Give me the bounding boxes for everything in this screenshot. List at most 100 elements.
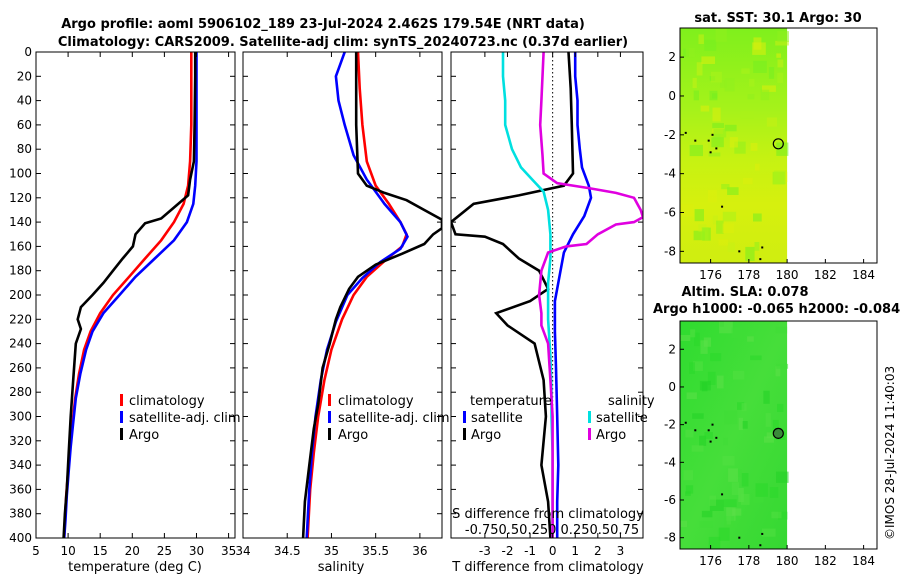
field-patch bbox=[737, 402, 745, 410]
field-patch bbox=[773, 170, 786, 185]
series-line-t-satellite bbox=[553, 52, 593, 538]
field-patch bbox=[717, 375, 724, 389]
field-patch bbox=[741, 473, 749, 487]
field-patch bbox=[696, 62, 703, 76]
field-patch bbox=[680, 204, 694, 217]
x-tick-label: 35.5 bbox=[362, 544, 389, 558]
legend-label-argo: Argo bbox=[338, 428, 368, 443]
y-tick-label: 100 bbox=[9, 167, 32, 181]
field-patch bbox=[769, 487, 779, 498]
island-dot bbox=[707, 139, 710, 142]
y-tick-label: 220 bbox=[9, 312, 32, 326]
field-patch bbox=[753, 60, 767, 73]
x-tick-label: 30 bbox=[189, 544, 204, 558]
legend-swatch-climatology bbox=[120, 394, 123, 406]
series-line-argo bbox=[301, 52, 442, 538]
y-tick-label: 360 bbox=[9, 482, 32, 496]
difference-legend-temperature: temperature satellite Argo bbox=[463, 394, 552, 443]
x-tick-label: 34.5 bbox=[274, 544, 301, 558]
field-patch bbox=[701, 510, 713, 518]
field-patch bbox=[693, 90, 699, 101]
y-tick-label: 180 bbox=[9, 264, 32, 278]
x-tick-label: 1 bbox=[571, 544, 579, 558]
field-patch bbox=[752, 42, 766, 55]
field-patch bbox=[777, 403, 784, 412]
x-tick-label: 176 bbox=[699, 268, 722, 282]
field-patch bbox=[729, 137, 738, 148]
x-tick-label: 36 bbox=[412, 544, 427, 558]
island-dot bbox=[711, 133, 714, 136]
legend-title-salinity: salinity bbox=[608, 394, 655, 409]
field-patch bbox=[718, 239, 729, 246]
field-patch bbox=[734, 141, 746, 154]
field-patch bbox=[689, 144, 703, 157]
series-line-s-satellite bbox=[501, 52, 554, 538]
x-tick-label: 0 bbox=[549, 544, 557, 558]
field-patch bbox=[723, 437, 728, 446]
field-patch bbox=[743, 177, 753, 185]
y-tick-label: 40 bbox=[17, 94, 32, 108]
x-tick-label: -1 bbox=[524, 544, 536, 558]
y-tick-label: 0 bbox=[668, 89, 676, 103]
x-tick-label: 34 bbox=[235, 544, 250, 558]
field-patch bbox=[709, 499, 724, 511]
legend-label-t-satellite: satellite bbox=[471, 411, 523, 426]
field-patch bbox=[720, 80, 727, 88]
y-tick-label: 320 bbox=[9, 434, 32, 448]
field-patch bbox=[712, 123, 724, 128]
x-tick-label: 5 bbox=[32, 544, 40, 558]
field-patch bbox=[692, 413, 704, 419]
y-tick-label: 260 bbox=[9, 361, 32, 375]
x-tick-label: 10 bbox=[60, 544, 75, 558]
y-tick-label: 2 bbox=[668, 50, 676, 64]
y-tick-label: 200 bbox=[9, 288, 32, 302]
series-line-satellite-adj-clim bbox=[62, 52, 198, 538]
field-patch bbox=[747, 336, 754, 342]
field-patch bbox=[763, 390, 770, 404]
field-patch bbox=[704, 39, 717, 51]
field-patch bbox=[709, 90, 718, 101]
field-patch bbox=[731, 482, 740, 495]
legend-label-argo: Argo bbox=[129, 428, 159, 443]
field-patch bbox=[692, 77, 697, 88]
field-patch bbox=[775, 326, 788, 334]
y-tick-label: -2 bbox=[664, 418, 676, 432]
field-patch bbox=[738, 417, 744, 430]
y-tick-label: 80 bbox=[17, 142, 32, 156]
field-patch bbox=[699, 521, 714, 528]
legend-swatch-satellite bbox=[328, 411, 331, 423]
field-patch bbox=[732, 508, 742, 516]
x-tick-label: 180 bbox=[776, 268, 799, 282]
field-patch bbox=[712, 215, 718, 225]
island-dot bbox=[709, 151, 712, 154]
field-patch bbox=[703, 337, 712, 347]
field-patch bbox=[715, 28, 727, 42]
legend-swatch-s-argo bbox=[588, 428, 591, 440]
salinity-xlabel: salinity bbox=[318, 560, 365, 575]
island-dot bbox=[721, 205, 724, 208]
field-patch bbox=[708, 152, 721, 157]
x-tick-label: 184 bbox=[852, 554, 875, 568]
field-patch bbox=[732, 370, 745, 380]
y-tick-label: 140 bbox=[9, 215, 32, 229]
field-patch bbox=[775, 40, 789, 46]
field-patch bbox=[718, 527, 730, 541]
x-tick-label: 180 bbox=[776, 554, 799, 568]
series-line-s-argo bbox=[537, 52, 643, 538]
salinity-axes-frame bbox=[242, 51, 443, 539]
temperature-axes-frame bbox=[35, 51, 236, 539]
field-patch bbox=[764, 436, 774, 443]
field-patch bbox=[776, 363, 789, 369]
island-dot bbox=[707, 429, 710, 432]
field-patch bbox=[777, 31, 789, 42]
temperature-legend: climatology satellite-adj. clim Argo bbox=[120, 394, 241, 443]
island-dot bbox=[759, 544, 762, 547]
field-patch bbox=[776, 471, 789, 483]
y-tick-label: 0 bbox=[24, 45, 32, 59]
difference-top-xlabel: S difference from climatology bbox=[452, 507, 644, 522]
imos-watermark: ©IMOS 28-Jul-2024 11:40:03 bbox=[883, 366, 897, 540]
field-patch bbox=[712, 107, 721, 122]
field-patch bbox=[727, 187, 739, 195]
legend-label-s-argo: Argo bbox=[596, 428, 626, 443]
y-tick-label: 380 bbox=[9, 507, 32, 521]
